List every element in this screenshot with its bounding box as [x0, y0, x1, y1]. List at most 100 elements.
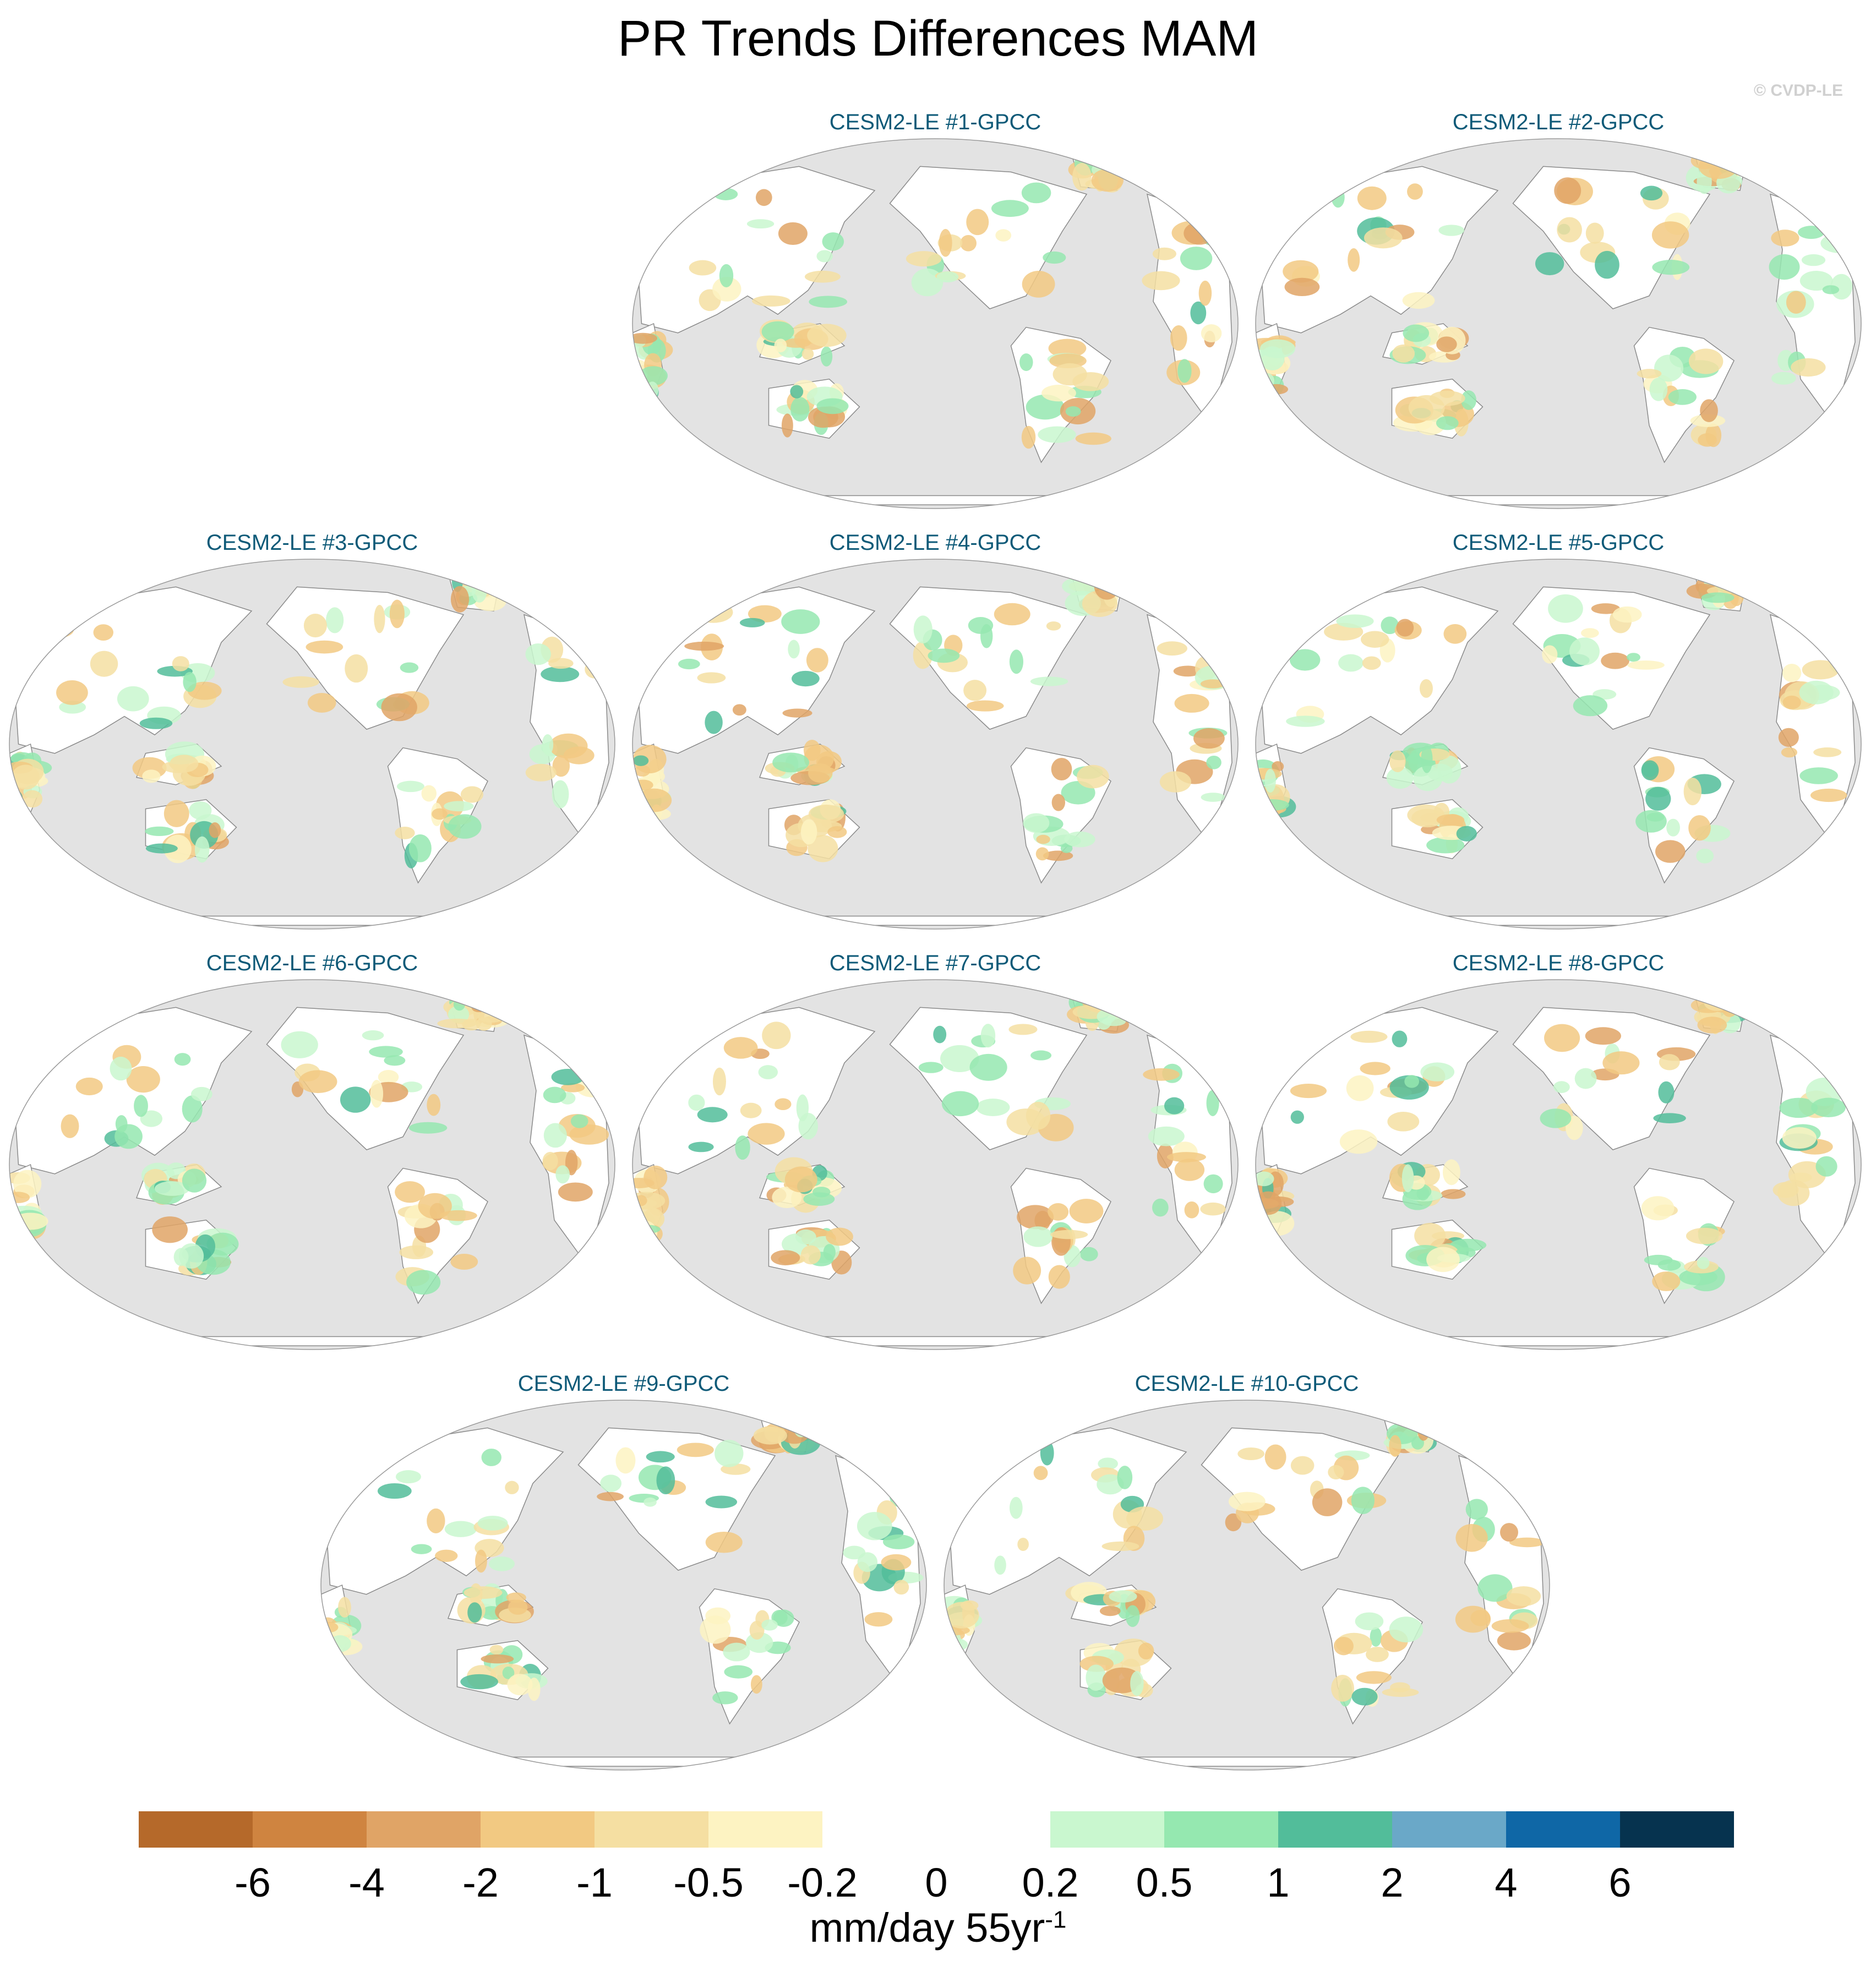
trend-patch: [1350, 1030, 1388, 1043]
trend-patch: [548, 658, 574, 669]
trend-patch: [1389, 1616, 1424, 1643]
trend-patch: [34, 621, 74, 639]
landmass: [145, 1336, 479, 1347]
trend-patch: [1346, 1075, 1374, 1101]
trend-patch: [525, 643, 551, 665]
landmass: [889, 586, 1088, 730]
trend-patch: [552, 755, 570, 777]
trend-patch: [1079, 1656, 1114, 1672]
map-panel: CESM2-LE #2-GPCC: [1253, 110, 1864, 528]
trend-patch: [183, 671, 197, 692]
trend-patch: [1456, 826, 1477, 842]
trend-patch: [1048, 1265, 1070, 1289]
trend-patch: [1075, 432, 1111, 445]
trend-patch: [1117, 1466, 1133, 1489]
world-map: [1255, 979, 1862, 1350]
trend-patch: [684, 641, 724, 651]
trend-patch: [1097, 1474, 1124, 1495]
trend-patch: [1356, 1671, 1392, 1684]
trend-patch: [477, 1516, 508, 1531]
trend-patch: [13, 1212, 48, 1230]
trend-patch: [1778, 728, 1799, 747]
trend-patch: [345, 654, 368, 683]
panel-title: CESM2-LE #5-GPCC: [1452, 531, 1665, 555]
trend-patch: [182, 1168, 207, 1193]
colorbar-box: [1392, 1811, 1506, 1848]
trend-patch: [715, 1439, 744, 1467]
trend-patch: [1382, 1687, 1419, 1697]
trend-patch: [632, 1178, 655, 1189]
trend-patch: [142, 769, 161, 783]
trend-patch: [911, 268, 944, 297]
trend-patch: [632, 332, 657, 344]
trend-patch: [775, 1098, 792, 1111]
trend-patch: [994, 603, 1030, 626]
trend-patch: [688, 1094, 705, 1111]
trend-patch: [857, 1552, 878, 1572]
trend-patch: [963, 680, 987, 701]
world-map: [1255, 559, 1862, 930]
colorbar-tick-label: -1: [576, 1860, 613, 1905]
trend-patch: [389, 599, 405, 629]
trend-patch: [1046, 621, 1061, 631]
map-border: [632, 559, 1239, 930]
trend-patch: [806, 648, 828, 673]
trend-patch: [483, 571, 501, 596]
trend-patch: [1206, 755, 1221, 769]
trend-patch: [507, 1674, 533, 1696]
trend-patch: [1612, 606, 1642, 623]
trend-patch: [883, 1534, 915, 1549]
colorbar-tick-label: 2: [1381, 1860, 1404, 1905]
trend-patch: [1704, 995, 1731, 1011]
trend-patch: [906, 251, 942, 267]
trend-patch: [1701, 592, 1735, 603]
map-panel: CESM2-LE #5-GPCC: [1253, 531, 1864, 949]
trend-patch: [705, 711, 723, 734]
trend-patch: [913, 615, 932, 643]
trend-patch: [656, 1466, 675, 1495]
trend-patch: [1417, 1421, 1430, 1441]
trend-patch: [778, 222, 808, 245]
trend-patch: [1283, 260, 1319, 283]
trend-patch: [712, 277, 741, 302]
trend-patch: [152, 1216, 188, 1243]
trend-patch: [793, 1414, 809, 1438]
panel-title: CESM2-LE #2-GPCC: [1452, 110, 1665, 134]
trend-patch: [697, 1107, 728, 1123]
map-border: [632, 979, 1239, 1350]
trend-patch: [194, 836, 210, 863]
trend-patch: [117, 686, 149, 712]
trend-patch: [1339, 1129, 1378, 1154]
trend-patch: [1050, 1230, 1088, 1239]
trend-patch: [800, 819, 817, 845]
trend-patch: [976, 1099, 1010, 1117]
trend-patch: [790, 385, 804, 398]
trend-patch: [748, 605, 782, 623]
trend-patch: [1461, 390, 1477, 410]
colorbar-box: [1164, 1811, 1278, 1848]
trend-patch: [53, 1029, 86, 1040]
trend-patch: [1389, 750, 1406, 773]
colorbar-tick-label: 0.2: [1022, 1860, 1079, 1905]
trend-patch: [795, 1229, 816, 1245]
trend-patch: [820, 346, 833, 367]
trend-patch: [980, 1024, 996, 1048]
trend-patch: [1021, 182, 1051, 204]
trend-patch: [439, 1210, 477, 1221]
trend-patch: [1264, 1444, 1286, 1470]
trend-patch: [1361, 631, 1389, 648]
trend-patch: [1652, 1271, 1681, 1291]
trend-patch: [790, 397, 810, 422]
trend-patch: [1174, 1159, 1205, 1181]
colorbar-box: [1278, 1811, 1392, 1848]
trend-patch: [782, 338, 811, 348]
landmass: [1080, 1756, 1414, 1767]
trend-patch: [1627, 660, 1665, 670]
trend-patch: [1157, 641, 1187, 656]
trend-patch: [1126, 1506, 1164, 1531]
trend-patch: [338, 1597, 351, 1618]
trend-patch: [399, 1245, 434, 1259]
trend-patch: [939, 229, 952, 257]
trend-patch: [1023, 1226, 1053, 1247]
trend-patch: [1542, 645, 1558, 664]
